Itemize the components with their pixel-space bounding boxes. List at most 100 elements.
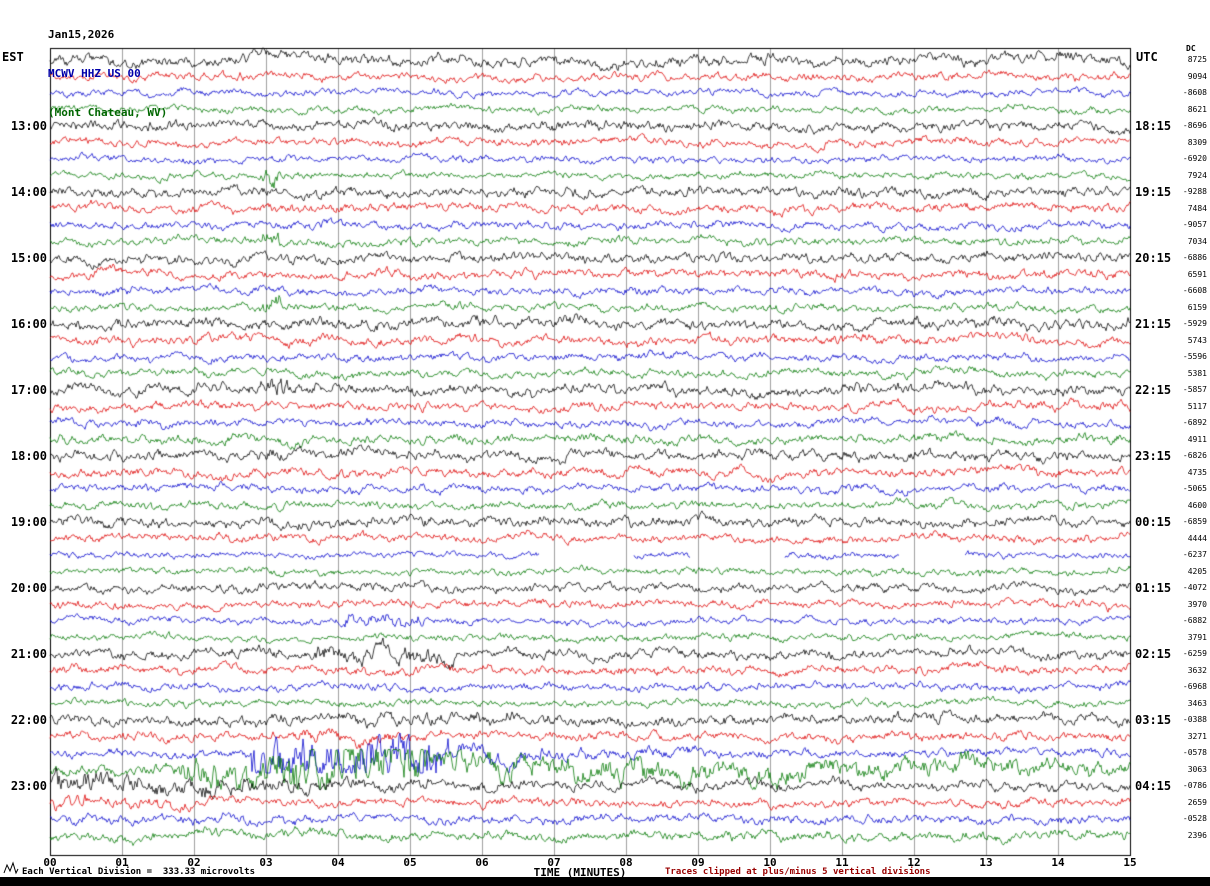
dc-offset-value: -4072 [1182,583,1207,592]
dc-offset-value: 6159 [1187,302,1207,312]
dc-offset-value: 4735 [1187,467,1207,477]
dc-offset-value: -9288 [1182,187,1207,196]
dc-offset-value: 7484 [1187,203,1207,213]
dc-offset-value: -6968 [1182,682,1207,691]
est-hour-label: 22:00 [10,713,47,727]
x-tick-label: 10 [763,856,777,869]
dc-offset-value: 7924 [1187,170,1207,180]
utc-hour-label: 18:15 [1135,119,1172,133]
dc-offset-value: -0528 [1182,814,1207,823]
est-hour-label: 23:00 [10,779,47,793]
x-tick-label: 08 [619,856,633,869]
x-tick-label: 12 [907,856,921,869]
est-hour-label: 20:00 [10,581,47,595]
dc-offset-value: -6920 [1182,154,1207,163]
scale-note: Each Vertical Division = 333.33 microvol… [22,867,255,877]
dc-offset-value: 8621 [1187,104,1207,114]
dc-offset-value: -6259 [1182,649,1207,658]
dc-offset-value: 3463 [1187,698,1207,708]
dc-offset-value: -6608 [1182,286,1207,295]
clip-note: Traces clipped at plus/minus 5 vertical … [665,867,931,877]
x-tick-label: 15 [1123,856,1137,869]
dc-offset-value: 4600 [1187,500,1207,510]
dc-offset-value: -0786 [1182,781,1207,790]
dc-offset-value: 5743 [1187,335,1207,345]
plot-header: Jan15,2026 MCWV HHZ US 00 (Mont Chateau,… [48,2,167,145]
dc-offset-value: -8696 [1182,121,1207,130]
dc-offset-value: 4444 [1187,533,1207,543]
dc-offset-value: -5596 [1182,352,1207,361]
dc-offset-value: 7034 [1187,236,1207,246]
dc-offset-value: -9057 [1182,220,1207,229]
est-hour-label: 17:00 [10,383,47,397]
est-hour-label: 14:00 [10,185,47,199]
dc-offset-value: 4911 [1187,434,1207,444]
x-tick-label: 05 [403,856,417,869]
utc-hour-label: 22:15 [1135,383,1172,397]
dc-offset-value: -6237 [1182,550,1207,559]
utc-hour-label: 02:15 [1135,647,1172,661]
date-title: Jan15,2026 [48,28,115,41]
utc-hour-label: 01:15 [1135,581,1172,595]
location-title: (Mont Chateau, WV) [48,106,168,119]
x-tick-label: 13 [979,856,993,869]
station-title: MCWV HHZ US 00 [48,67,141,80]
bottom-bar [0,877,1210,886]
x-axis-title: TIME (MINUTES) [533,866,627,879]
est-hour-label: 19:00 [10,515,47,529]
left-axis-header: EST [2,50,24,64]
utc-hour-label: 00:15 [1135,515,1172,529]
dc-column-header: DC [1186,44,1196,53]
dc-offset-value: -0578 [1182,748,1207,757]
dc-offset-value: -6886 [1182,253,1207,262]
est-hour-label: 16:00 [10,317,47,331]
dc-offset-value: 4205 [1187,566,1207,576]
dc-offset-value: 2659 [1187,797,1207,807]
dc-offset-value: 8725 [1187,55,1207,64]
utc-hour-label: 03:15 [1135,713,1172,727]
dc-offset-value: -5929 [1182,319,1207,328]
dc-offset-value: 9094 [1187,71,1207,81]
utc-hour-label: 23:15 [1135,449,1172,463]
dc-offset-value: 2396 [1187,830,1207,840]
dc-offset-value: 5381 [1187,368,1207,378]
dc-offset-value: -6826 [1182,451,1207,460]
dc-offset-value: -5065 [1182,484,1207,493]
x-tick-label: 00 [43,856,57,869]
x-tick-label: 11 [835,856,849,869]
dc-offset-value: 3271 [1187,731,1207,741]
dc-offset-value: 6591 [1187,269,1207,279]
est-hour-label: 13:00 [10,119,47,133]
dc-offset-value: -0388 [1182,715,1207,724]
x-tick-label: 09 [691,856,705,869]
dc-offset-value: -5857 [1182,385,1207,394]
utc-hour-label: 19:15 [1135,185,1172,199]
dc-offset-value: -6882 [1182,616,1207,625]
x-tick-label: 06 [475,856,489,869]
dc-offset-value: 3632 [1187,665,1207,675]
x-tick-label: 03 [259,856,273,869]
x-tick-label: 14 [1051,856,1065,869]
dc-offset-value: 3970 [1187,599,1207,609]
utc-hour-label: 21:15 [1135,317,1172,331]
utc-hour-label: 20:15 [1135,251,1172,265]
x-tick-label: 01 [115,856,129,869]
logo-mark-icon [3,861,19,875]
dc-offset-value: 8309 [1187,137,1207,147]
dc-offset-value: -8608 [1182,88,1207,97]
dc-offset-value: -6859 [1182,517,1207,526]
right-axis-header: UTC [1136,50,1158,64]
est-hour-label: 21:00 [10,647,47,661]
dc-offset-value: 3791 [1187,632,1207,642]
dc-offset-value: 3063 [1187,764,1207,774]
x-tick-label: 02 [187,856,201,869]
dc-offset-value: -6892 [1182,418,1207,427]
est-hour-label: 15:00 [10,251,47,265]
x-tick-label: 07 [547,856,561,869]
dc-offset-value: 5117 [1187,401,1207,411]
x-tick-label: 04 [331,856,345,869]
utc-hour-label: 04:15 [1135,779,1172,793]
est-hour-label: 18:00 [10,449,47,463]
